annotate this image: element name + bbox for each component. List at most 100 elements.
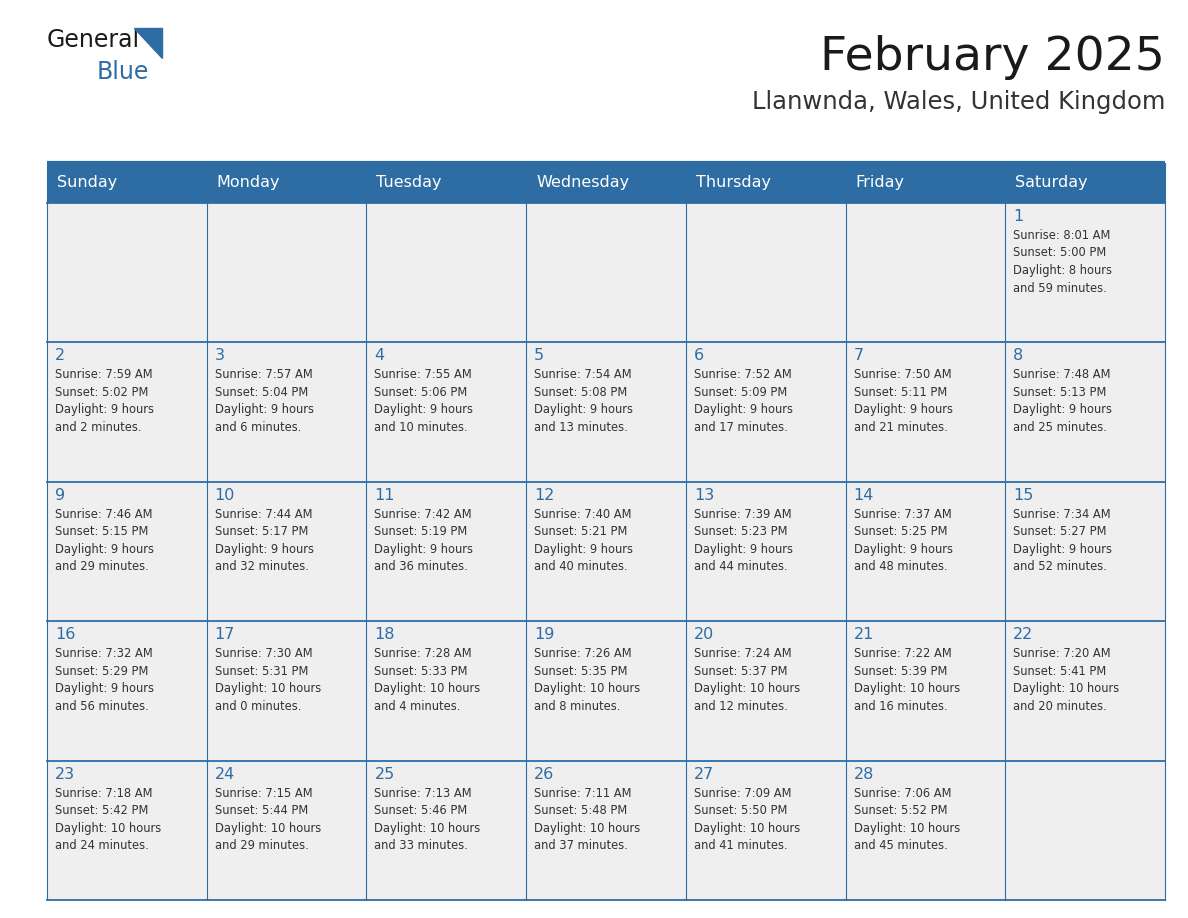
Text: 21: 21 <box>853 627 874 643</box>
Text: 8: 8 <box>1013 349 1024 364</box>
Polygon shape <box>134 28 162 58</box>
Bar <box>846 482 1005 621</box>
Text: Friday: Friday <box>855 175 904 191</box>
Text: 28: 28 <box>853 767 874 781</box>
Text: Sunrise: 7:34 AM
Sunset: 5:27 PM
Daylight: 9 hours
and 52 minutes.: Sunrise: 7:34 AM Sunset: 5:27 PM Dayligh… <box>1013 508 1112 574</box>
Bar <box>526 482 685 621</box>
Text: 5: 5 <box>535 349 544 364</box>
Text: Sunrise: 7:42 AM
Sunset: 5:19 PM
Daylight: 9 hours
and 36 minutes.: Sunrise: 7:42 AM Sunset: 5:19 PM Dayligh… <box>374 508 474 574</box>
Text: 3: 3 <box>215 349 225 364</box>
Bar <box>1005 342 1165 482</box>
Text: 20: 20 <box>694 627 714 643</box>
Text: 4: 4 <box>374 349 385 364</box>
Bar <box>48 163 1165 203</box>
Text: Saturday: Saturday <box>1016 175 1088 191</box>
Text: Thursday: Thursday <box>696 175 771 191</box>
Text: General: General <box>48 28 140 52</box>
Bar <box>366 482 526 621</box>
Text: 6: 6 <box>694 349 704 364</box>
Bar <box>685 203 846 342</box>
Bar <box>1005 482 1165 621</box>
Text: Sunday: Sunday <box>57 175 118 191</box>
Bar <box>366 203 526 342</box>
Text: Sunrise: 7:46 AM
Sunset: 5:15 PM
Daylight: 9 hours
and 29 minutes.: Sunrise: 7:46 AM Sunset: 5:15 PM Dayligh… <box>55 508 154 574</box>
Bar <box>1005 761 1165 900</box>
Text: Sunrise: 7:59 AM
Sunset: 5:02 PM
Daylight: 9 hours
and 2 minutes.: Sunrise: 7:59 AM Sunset: 5:02 PM Dayligh… <box>55 368 154 434</box>
Bar <box>846 621 1005 761</box>
Bar <box>1005 203 1165 342</box>
Text: 2: 2 <box>55 349 65 364</box>
Text: 9: 9 <box>55 487 65 503</box>
Text: Tuesday: Tuesday <box>377 175 442 191</box>
Text: Sunrise: 7:48 AM
Sunset: 5:13 PM
Daylight: 9 hours
and 25 minutes.: Sunrise: 7:48 AM Sunset: 5:13 PM Dayligh… <box>1013 368 1112 434</box>
Text: Llanwnda, Wales, United Kingdom: Llanwnda, Wales, United Kingdom <box>752 90 1165 114</box>
Bar <box>207 342 366 482</box>
Text: 23: 23 <box>55 767 75 781</box>
Text: Sunrise: 7:50 AM
Sunset: 5:11 PM
Daylight: 9 hours
and 21 minutes.: Sunrise: 7:50 AM Sunset: 5:11 PM Dayligh… <box>853 368 953 434</box>
Bar <box>846 203 1005 342</box>
Bar <box>685 482 846 621</box>
Text: Sunrise: 7:18 AM
Sunset: 5:42 PM
Daylight: 10 hours
and 24 minutes.: Sunrise: 7:18 AM Sunset: 5:42 PM Dayligh… <box>55 787 162 852</box>
Text: Sunrise: 7:54 AM
Sunset: 5:08 PM
Daylight: 9 hours
and 13 minutes.: Sunrise: 7:54 AM Sunset: 5:08 PM Dayligh… <box>535 368 633 434</box>
Text: 10: 10 <box>215 487 235 503</box>
Text: Sunrise: 7:40 AM
Sunset: 5:21 PM
Daylight: 9 hours
and 40 minutes.: Sunrise: 7:40 AM Sunset: 5:21 PM Dayligh… <box>535 508 633 574</box>
Text: 12: 12 <box>535 487 555 503</box>
Text: February 2025: February 2025 <box>820 35 1165 80</box>
Bar <box>48 342 207 482</box>
Text: Sunrise: 7:39 AM
Sunset: 5:23 PM
Daylight: 9 hours
and 44 minutes.: Sunrise: 7:39 AM Sunset: 5:23 PM Dayligh… <box>694 508 792 574</box>
Text: 22: 22 <box>1013 627 1034 643</box>
Bar <box>366 621 526 761</box>
Bar <box>48 621 207 761</box>
Bar <box>526 621 685 761</box>
Text: Sunrise: 7:13 AM
Sunset: 5:46 PM
Daylight: 10 hours
and 33 minutes.: Sunrise: 7:13 AM Sunset: 5:46 PM Dayligh… <box>374 787 481 852</box>
Bar <box>48 761 207 900</box>
Text: 14: 14 <box>853 487 874 503</box>
Bar <box>526 342 685 482</box>
Bar <box>846 342 1005 482</box>
Text: 26: 26 <box>535 767 555 781</box>
Text: Sunrise: 7:20 AM
Sunset: 5:41 PM
Daylight: 10 hours
and 20 minutes.: Sunrise: 7:20 AM Sunset: 5:41 PM Dayligh… <box>1013 647 1119 712</box>
Text: Sunrise: 7:37 AM
Sunset: 5:25 PM
Daylight: 9 hours
and 48 minutes.: Sunrise: 7:37 AM Sunset: 5:25 PM Dayligh… <box>853 508 953 574</box>
Text: Sunrise: 7:11 AM
Sunset: 5:48 PM
Daylight: 10 hours
and 37 minutes.: Sunrise: 7:11 AM Sunset: 5:48 PM Dayligh… <box>535 787 640 852</box>
Text: Sunrise: 7:52 AM
Sunset: 5:09 PM
Daylight: 9 hours
and 17 minutes.: Sunrise: 7:52 AM Sunset: 5:09 PM Dayligh… <box>694 368 792 434</box>
Bar <box>366 761 526 900</box>
Text: Sunrise: 7:55 AM
Sunset: 5:06 PM
Daylight: 9 hours
and 10 minutes.: Sunrise: 7:55 AM Sunset: 5:06 PM Dayligh… <box>374 368 474 434</box>
Text: Sunrise: 7:09 AM
Sunset: 5:50 PM
Daylight: 10 hours
and 41 minutes.: Sunrise: 7:09 AM Sunset: 5:50 PM Dayligh… <box>694 787 800 852</box>
Bar <box>48 203 207 342</box>
Text: 11: 11 <box>374 487 394 503</box>
Text: 16: 16 <box>55 627 75 643</box>
Text: Sunrise: 7:28 AM
Sunset: 5:33 PM
Daylight: 10 hours
and 4 minutes.: Sunrise: 7:28 AM Sunset: 5:33 PM Dayligh… <box>374 647 481 712</box>
Text: 15: 15 <box>1013 487 1034 503</box>
Text: Sunrise: 8:01 AM
Sunset: 5:00 PM
Daylight: 8 hours
and 59 minutes.: Sunrise: 8:01 AM Sunset: 5:00 PM Dayligh… <box>1013 229 1112 295</box>
Bar <box>48 482 207 621</box>
Bar <box>207 203 366 342</box>
Bar <box>685 342 846 482</box>
Bar <box>207 482 366 621</box>
Bar <box>526 203 685 342</box>
Text: 1: 1 <box>1013 209 1024 224</box>
Text: Sunrise: 7:57 AM
Sunset: 5:04 PM
Daylight: 9 hours
and 6 minutes.: Sunrise: 7:57 AM Sunset: 5:04 PM Dayligh… <box>215 368 314 434</box>
Text: 13: 13 <box>694 487 714 503</box>
Bar <box>366 342 526 482</box>
Text: 7: 7 <box>853 349 864 364</box>
Bar <box>207 761 366 900</box>
Text: Sunrise: 7:06 AM
Sunset: 5:52 PM
Daylight: 10 hours
and 45 minutes.: Sunrise: 7:06 AM Sunset: 5:52 PM Dayligh… <box>853 787 960 852</box>
Bar <box>685 621 846 761</box>
Text: Sunrise: 7:24 AM
Sunset: 5:37 PM
Daylight: 10 hours
and 12 minutes.: Sunrise: 7:24 AM Sunset: 5:37 PM Dayligh… <box>694 647 800 712</box>
Bar <box>1005 621 1165 761</box>
Text: Blue: Blue <box>97 60 150 84</box>
Text: Sunrise: 7:44 AM
Sunset: 5:17 PM
Daylight: 9 hours
and 32 minutes.: Sunrise: 7:44 AM Sunset: 5:17 PM Dayligh… <box>215 508 314 574</box>
Text: 17: 17 <box>215 627 235 643</box>
Bar <box>685 761 846 900</box>
Bar <box>207 621 366 761</box>
Text: 25: 25 <box>374 767 394 781</box>
Text: 27: 27 <box>694 767 714 781</box>
Text: 24: 24 <box>215 767 235 781</box>
Text: Wednesday: Wednesday <box>536 175 630 191</box>
Text: Monday: Monday <box>216 175 280 191</box>
Text: Sunrise: 7:15 AM
Sunset: 5:44 PM
Daylight: 10 hours
and 29 minutes.: Sunrise: 7:15 AM Sunset: 5:44 PM Dayligh… <box>215 787 321 852</box>
Text: 18: 18 <box>374 627 394 643</box>
Bar <box>526 761 685 900</box>
Text: Sunrise: 7:22 AM
Sunset: 5:39 PM
Daylight: 10 hours
and 16 minutes.: Sunrise: 7:22 AM Sunset: 5:39 PM Dayligh… <box>853 647 960 712</box>
Bar <box>846 761 1005 900</box>
